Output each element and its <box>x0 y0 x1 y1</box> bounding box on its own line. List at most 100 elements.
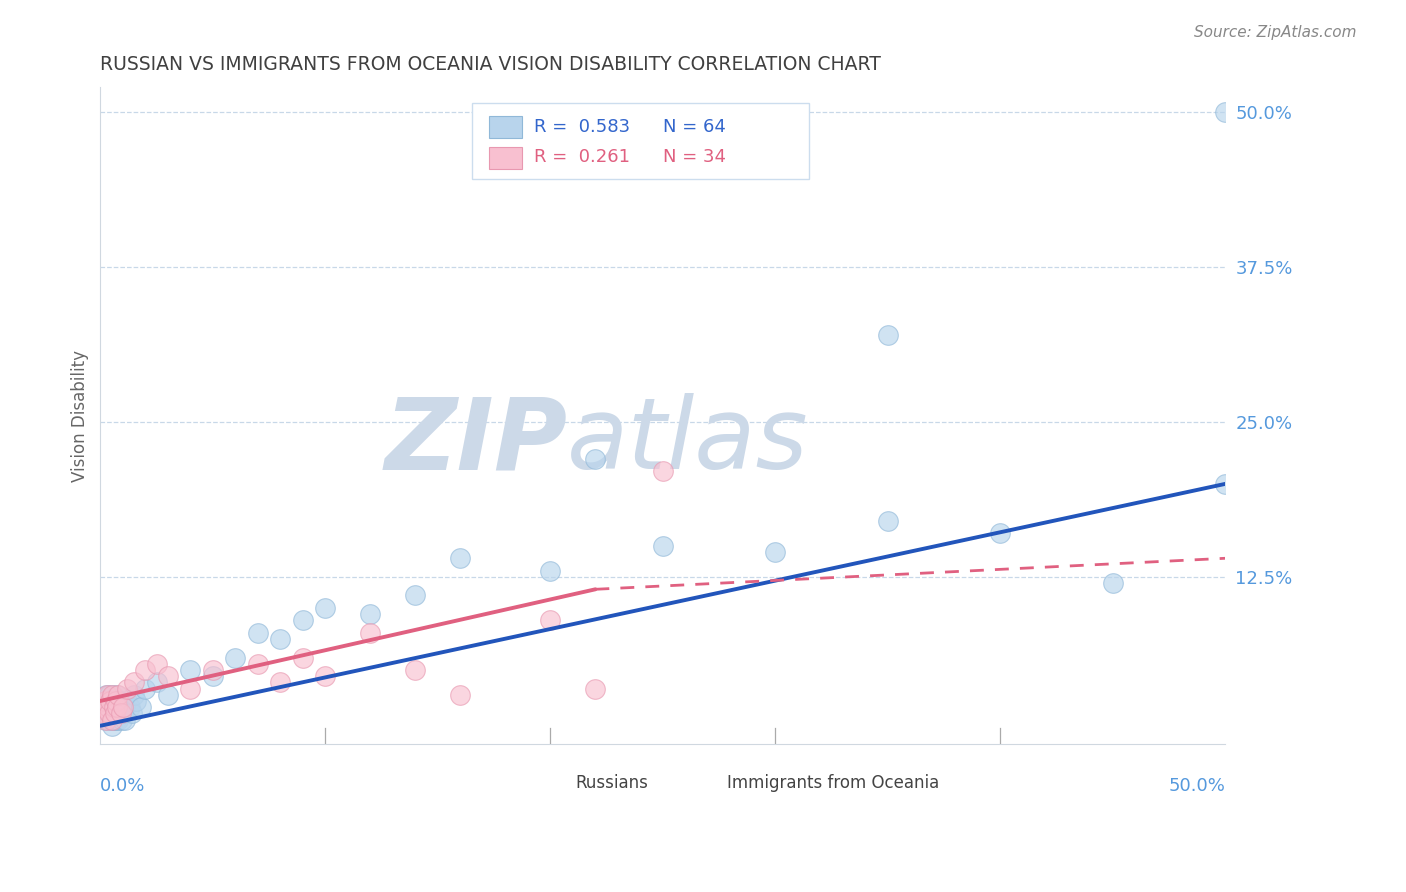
Point <box>96 700 118 714</box>
Point <box>98 706 121 721</box>
Point <box>359 607 381 621</box>
Point <box>201 669 224 683</box>
Text: R =  0.583: R = 0.583 <box>533 118 630 136</box>
Point <box>114 713 136 727</box>
Point <box>104 706 127 721</box>
Point <box>651 539 673 553</box>
Point <box>93 700 115 714</box>
Point <box>98 688 121 702</box>
Point <box>449 688 471 702</box>
Point <box>100 694 122 708</box>
Point <box>1215 104 1237 119</box>
Point <box>94 694 117 708</box>
Point <box>877 514 900 528</box>
Point <box>156 688 179 702</box>
Point <box>201 663 224 677</box>
Bar <box>533 772 567 794</box>
Point <box>91 700 114 714</box>
Point <box>118 700 141 714</box>
Point <box>122 688 145 702</box>
Point <box>108 694 131 708</box>
Point <box>538 564 561 578</box>
Text: Immigrants from Oceania: Immigrants from Oceania <box>727 773 939 791</box>
Point <box>538 613 561 627</box>
Point <box>990 526 1012 541</box>
Point <box>107 700 129 714</box>
Point <box>134 663 156 677</box>
Point <box>111 713 134 727</box>
Point <box>583 452 606 467</box>
Point <box>121 706 143 721</box>
Point <box>105 694 128 708</box>
FancyBboxPatch shape <box>471 103 810 179</box>
Point <box>765 545 787 559</box>
Point <box>246 657 269 671</box>
Point <box>103 713 125 727</box>
Point <box>91 706 114 721</box>
Point <box>117 681 139 696</box>
Point <box>1215 476 1237 491</box>
Point <box>94 713 117 727</box>
Point <box>96 688 118 702</box>
Point <box>97 700 120 714</box>
Bar <box>488 147 522 169</box>
Point <box>94 688 117 702</box>
Bar <box>685 772 720 794</box>
Point <box>105 688 128 702</box>
Text: RUSSIAN VS IMMIGRANTS FROM OCEANIA VISION DISABILITY CORRELATION CHART: RUSSIAN VS IMMIGRANTS FROM OCEANIA VISIO… <box>100 55 882 74</box>
Point <box>291 650 314 665</box>
Point <box>96 713 118 727</box>
Point <box>145 675 167 690</box>
Point <box>145 657 167 671</box>
Point <box>100 688 122 702</box>
Point <box>134 681 156 696</box>
Text: R =  0.261: R = 0.261 <box>533 148 630 166</box>
Text: atlas: atlas <box>567 393 808 491</box>
Point <box>107 688 129 702</box>
Point <box>110 706 132 721</box>
Point <box>359 625 381 640</box>
Point <box>449 551 471 566</box>
Point <box>103 700 125 714</box>
Point <box>246 625 269 640</box>
Bar <box>488 116 522 138</box>
Text: 0.0%: 0.0% <box>100 777 146 796</box>
Point <box>314 669 336 683</box>
Point <box>104 706 127 721</box>
Point <box>97 706 120 721</box>
Y-axis label: Vision Disability: Vision Disability <box>72 350 89 482</box>
Point <box>291 613 314 627</box>
Point <box>97 694 120 708</box>
Point <box>101 688 124 702</box>
Point <box>105 700 128 714</box>
Point <box>269 632 291 646</box>
Point <box>94 713 117 727</box>
Point <box>101 706 124 721</box>
Point <box>110 700 132 714</box>
Point <box>111 700 134 714</box>
Point <box>156 669 179 683</box>
Point <box>100 713 122 727</box>
Point <box>583 681 606 696</box>
Point <box>94 694 117 708</box>
Point <box>105 706 128 721</box>
Point <box>103 700 125 714</box>
Text: N = 34: N = 34 <box>662 148 725 166</box>
Point <box>314 601 336 615</box>
Point <box>1102 576 1125 591</box>
Point <box>129 700 152 714</box>
Point <box>100 700 122 714</box>
Point <box>100 719 122 733</box>
Text: ZIP: ZIP <box>384 393 567 491</box>
Point <box>100 713 122 727</box>
Point <box>117 694 139 708</box>
Point <box>93 706 115 721</box>
Text: N = 64: N = 64 <box>662 118 725 136</box>
Point <box>877 328 900 343</box>
Point <box>404 589 426 603</box>
Point <box>100 694 122 708</box>
Point <box>94 706 117 721</box>
Text: Source: ZipAtlas.com: Source: ZipAtlas.com <box>1194 25 1357 40</box>
Point <box>404 663 426 677</box>
Text: Russians: Russians <box>575 773 648 791</box>
